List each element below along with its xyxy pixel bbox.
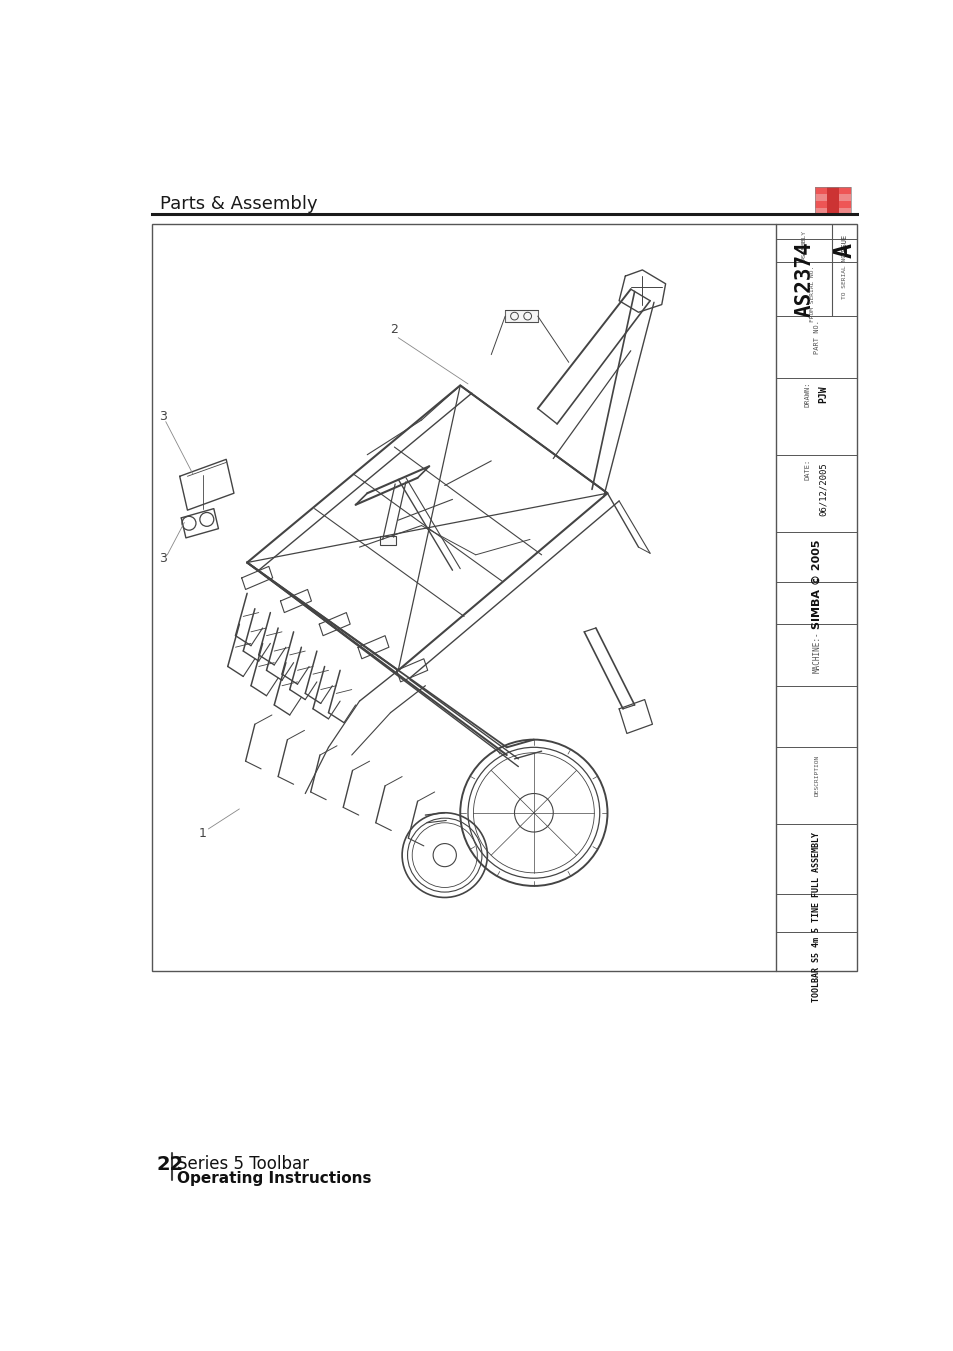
Bar <box>152 224 856 970</box>
Bar <box>838 186 850 193</box>
Bar <box>815 200 826 208</box>
Text: ISSUE: ISSUE <box>841 234 847 255</box>
Bar <box>826 193 838 200</box>
Text: 06/12/2005: 06/12/2005 <box>818 462 826 516</box>
Text: SIMBA © 2005: SIMBA © 2005 <box>811 539 821 630</box>
Bar <box>815 186 850 215</box>
Text: TO SERIAL NO.: TO SERIAL NO. <box>841 251 846 300</box>
Text: 2: 2 <box>390 323 398 336</box>
Text: Series 5 Toolbar: Series 5 Toolbar <box>177 1155 309 1174</box>
Bar <box>826 208 838 215</box>
Text: 22: 22 <box>156 1155 184 1174</box>
Text: TOOLBAR S5 4m 5 TINE FULL ASSEMBLY: TOOLBAR S5 4m 5 TINE FULL ASSEMBLY <box>811 832 821 1002</box>
Bar <box>826 186 838 193</box>
Bar <box>838 193 850 200</box>
Text: ASSEMBLY: ASSEMBLY <box>801 230 806 259</box>
Text: FROM SERIAL NO.: FROM SERIAL NO. <box>809 266 814 323</box>
Text: Operating Instructions: Operating Instructions <box>177 1171 372 1186</box>
Bar <box>826 200 838 208</box>
Bar <box>505 309 537 323</box>
Text: AS2374: AS2374 <box>794 242 814 317</box>
Bar <box>838 208 850 215</box>
Text: 3: 3 <box>158 553 167 565</box>
Text: PJW: PJW <box>817 385 827 403</box>
Bar <box>815 186 826 193</box>
Bar <box>815 193 826 200</box>
Text: 3: 3 <box>158 409 167 423</box>
Text: DATE:: DATE: <box>803 458 810 480</box>
Text: DRAWN:: DRAWN: <box>803 381 810 407</box>
Text: 1: 1 <box>199 827 207 840</box>
Text: A: A <box>832 243 856 258</box>
Text: DESCRIPTION: DESCRIPTION <box>814 755 819 796</box>
Text: PART NO.: PART NO. <box>813 320 819 354</box>
Text: MACHINE:-: MACHINE:- <box>811 632 821 673</box>
Bar <box>380 535 395 544</box>
Bar <box>838 200 850 208</box>
Text: Parts & Assembly: Parts & Assembly <box>159 196 316 213</box>
Bar <box>815 208 826 215</box>
